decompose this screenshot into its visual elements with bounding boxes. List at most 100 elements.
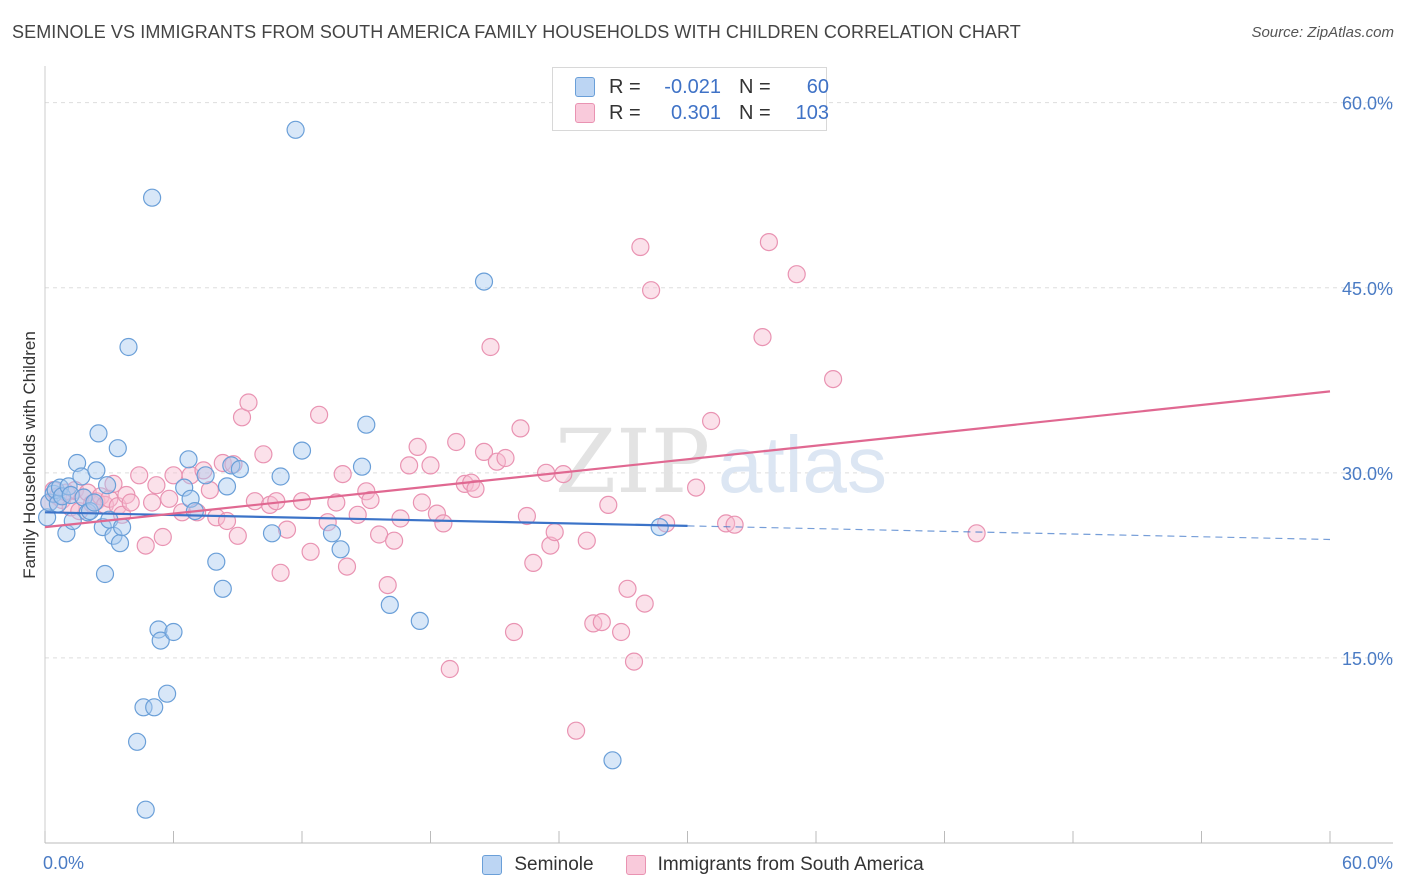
seminole-point	[271, 467, 290, 486]
immigrants-point	[160, 489, 179, 508]
legend: Seminole Immigrants from South America	[0, 852, 1406, 878]
immigrants-point	[566, 721, 586, 740]
seminole-point	[110, 534, 130, 553]
immigrants-point	[337, 557, 357, 576]
immigrants-point	[481, 337, 500, 357]
seminole-point	[650, 517, 669, 537]
grid-lines	[45, 102, 1393, 659]
immigrants-point	[228, 526, 247, 545]
immigrants-point	[245, 492, 264, 511]
immigrants-swatch	[625, 855, 646, 875]
immigrants-point	[421, 456, 440, 475]
seminole-point	[85, 493, 104, 512]
r-value: 0.301	[670, 101, 721, 124]
x-tick-label: 60.0%	[1342, 853, 1393, 873]
immigrants-point	[624, 652, 644, 671]
seminole-point	[175, 478, 194, 497]
immigrants-point	[301, 542, 320, 561]
immigrants-point	[361, 490, 380, 510]
y-tick-label: 45.0%	[1342, 279, 1393, 299]
stats-row-immigrants: R = 0.301 N = 103	[575, 99, 829, 127]
immigrants-point	[545, 522, 564, 542]
immigrants-point	[611, 622, 631, 642]
seminole-swatch	[575, 77, 595, 97]
immigrants-point	[753, 328, 772, 347]
seminole-point	[230, 460, 249, 479]
seminole-point	[603, 751, 622, 770]
immigrants-point	[434, 514, 453, 533]
immigrants-point	[271, 563, 290, 582]
seminole-trend-extension	[687, 525, 1331, 541]
immigrants-point	[511, 419, 530, 438]
seminole-point	[196, 466, 215, 485]
n-label: N =	[739, 101, 771, 124]
seminole-trend-line	[44, 511, 688, 527]
immigrants-point	[412, 493, 431, 512]
immigrants-point	[524, 553, 543, 573]
trend-layer	[44, 390, 1331, 541]
seminole-point	[128, 732, 147, 751]
series-layer	[37, 120, 986, 819]
immigrants-point	[121, 493, 140, 512]
immigrants-point	[136, 536, 155, 555]
immigrants-point	[541, 536, 560, 555]
immigrants-point	[440, 659, 459, 679]
immigrants-point	[447, 432, 466, 452]
immigrants-point	[725, 515, 744, 534]
immigrants-point	[130, 466, 149, 485]
legend-item-immigrants[interactable]: Immigrants from South America	[625, 854, 924, 876]
immigrants-point	[378, 575, 397, 595]
n-label: N =	[739, 75, 771, 98]
n-value: 60	[806, 75, 829, 98]
seminole-point	[80, 502, 100, 521]
seminole-point	[89, 424, 108, 443]
seminole-point	[292, 441, 312, 460]
immigrants-point	[310, 405, 329, 424]
seminole-point	[207, 552, 226, 571]
immigrants-point	[391, 509, 410, 528]
immigrants-point	[618, 579, 637, 598]
seminole-point	[143, 188, 162, 207]
seminole-point	[262, 524, 282, 543]
seminole-point	[145, 698, 164, 717]
immigrants-point	[496, 448, 515, 468]
x-tick-label: 0.0%	[43, 853, 84, 873]
r-label: R =	[609, 75, 641, 98]
immigrants-point	[517, 506, 537, 526]
immigrants-point	[427, 504, 446, 523]
seminole-point	[119, 337, 138, 357]
immigrants-point	[641, 281, 661, 300]
legend-label: Seminole	[514, 854, 594, 875]
seminole-point	[136, 800, 155, 819]
seminole-point	[474, 272, 494, 291]
immigrants-point	[787, 265, 806, 284]
immigrants-point	[254, 445, 273, 464]
immigrants-point	[631, 237, 650, 257]
tick-labels: 15.0% 30.0% 45.0% 60.0% 0.0% 60.0%	[43, 94, 1393, 873]
legend-item-seminole[interactable]: Seminole	[482, 854, 594, 876]
immigrants-point	[701, 411, 721, 431]
immigrants-point	[967, 524, 986, 543]
immigrants-point	[474, 442, 494, 461]
y-tick-label: 30.0%	[1342, 464, 1393, 484]
immigrants-point	[143, 493, 162, 512]
r-label: R =	[609, 101, 641, 124]
immigrants-point	[385, 531, 404, 550]
immigrants-point	[635, 594, 654, 613]
seminole-point	[112, 517, 132, 537]
immigrants-point	[686, 478, 706, 497]
seminole-point	[164, 622, 183, 642]
seminole-point	[87, 461, 106, 480]
source-label: Source: ZipAtlas.com	[1251, 24, 1394, 41]
seminole-point	[380, 595, 399, 615]
seminole-point	[213, 579, 232, 598]
seminole-point	[108, 439, 127, 458]
immigrants-point	[466, 479, 485, 498]
immigrants-trend-line	[44, 390, 1331, 529]
immigrants-point	[759, 233, 779, 252]
immigrants-point	[504, 622, 524, 642]
immigrants-point	[408, 437, 427, 456]
stats-row-seminole: R = -0.021 N = 60	[575, 73, 829, 101]
immigrants-swatch	[575, 103, 595, 123]
chart-title: SEMINOLE VS IMMIGRANTS FROM SOUTH AMERIC…	[12, 22, 1021, 42]
